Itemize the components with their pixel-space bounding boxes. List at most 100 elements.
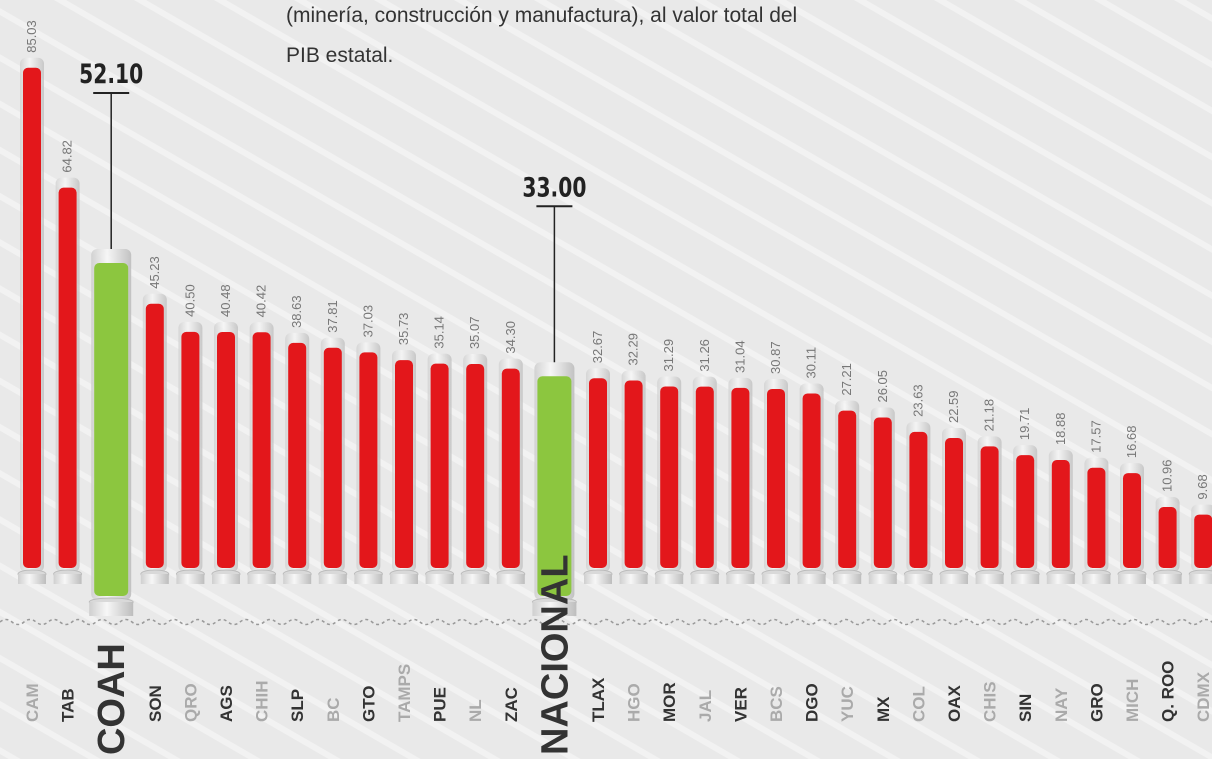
category-label: VER bbox=[731, 687, 750, 722]
bar bbox=[502, 369, 520, 568]
tube-base bbox=[141, 574, 169, 584]
category-label: TAMPS bbox=[395, 664, 414, 722]
category-label: BCS bbox=[767, 686, 786, 722]
bar bbox=[431, 364, 449, 568]
category-label: JAL bbox=[696, 690, 715, 722]
tube-base bbox=[319, 574, 347, 584]
category-label: HGO bbox=[625, 683, 644, 722]
category-label: PUE bbox=[431, 687, 450, 722]
category-label: AGS bbox=[217, 685, 236, 722]
value-label: 30.87 bbox=[768, 341, 783, 374]
tube-base bbox=[1047, 574, 1075, 584]
bar bbox=[1159, 507, 1177, 568]
tube-base bbox=[869, 574, 897, 584]
bar bbox=[146, 304, 164, 568]
value-label: 40.50 bbox=[182, 284, 197, 317]
value-label: 35.73 bbox=[396, 313, 411, 346]
tube-base bbox=[976, 574, 1004, 584]
bar bbox=[94, 263, 128, 596]
tube-base bbox=[762, 574, 790, 584]
category-label: CAM bbox=[23, 683, 42, 722]
value-label: 10.96 bbox=[1160, 459, 1175, 492]
bar bbox=[981, 446, 999, 568]
category-label: YUC bbox=[838, 686, 857, 722]
value-label: 45.23 bbox=[147, 256, 162, 289]
bar bbox=[874, 418, 892, 568]
tube-base bbox=[1189, 574, 1212, 584]
tube-base bbox=[655, 574, 683, 584]
tube-base bbox=[904, 574, 932, 584]
tube-base bbox=[620, 574, 648, 584]
value-label: 16.68 bbox=[1124, 426, 1139, 459]
bar bbox=[395, 360, 413, 568]
category-label: TLAX bbox=[589, 677, 608, 722]
bar bbox=[838, 411, 856, 568]
tube-base bbox=[584, 574, 612, 584]
value-label: 37.81 bbox=[325, 300, 340, 333]
value-label: 31.26 bbox=[697, 339, 712, 372]
category-label: NL bbox=[466, 699, 485, 722]
tube-base bbox=[426, 574, 454, 584]
bar bbox=[589, 378, 607, 568]
bar bbox=[59, 188, 77, 568]
description: (minería, construcción y manufactura), a… bbox=[286, 4, 797, 27]
bar bbox=[23, 68, 41, 568]
tube-base bbox=[1011, 574, 1039, 584]
category-label: ZAC bbox=[502, 687, 521, 722]
tube-base bbox=[390, 574, 418, 584]
value-label: 32.67 bbox=[590, 331, 605, 364]
tube-base bbox=[940, 574, 968, 584]
value-label: 31.29 bbox=[661, 339, 676, 372]
value-label: 22.59 bbox=[946, 390, 961, 423]
bar bbox=[288, 343, 306, 568]
bar bbox=[1194, 515, 1212, 568]
value-label: 21.18 bbox=[982, 399, 997, 432]
value-label: 52.10 bbox=[79, 58, 143, 90]
bar bbox=[696, 387, 714, 568]
tube-base bbox=[354, 574, 382, 584]
bar bbox=[625, 381, 643, 568]
value-label: 64.82 bbox=[60, 140, 75, 173]
bar bbox=[660, 386, 678, 568]
category-label: CDMX bbox=[1194, 671, 1212, 722]
value-label: 40.42 bbox=[254, 285, 269, 318]
tube-base bbox=[89, 602, 133, 616]
category-label: GRO bbox=[1087, 683, 1106, 722]
category-label: COL bbox=[909, 686, 928, 722]
tube-base bbox=[1154, 574, 1182, 584]
value-label: 30.11 bbox=[804, 347, 819, 379]
category-label: NAY bbox=[1052, 687, 1071, 722]
category-label: MOR bbox=[660, 682, 679, 722]
bar bbox=[1016, 455, 1034, 568]
chart: (minería, construcción y manufactura), a… bbox=[0, 0, 1212, 759]
category-label: MICH bbox=[1123, 679, 1142, 722]
value-label: 34.30 bbox=[503, 321, 518, 354]
tube-base bbox=[248, 574, 276, 584]
bar bbox=[731, 388, 749, 568]
category-label: MX bbox=[874, 696, 893, 722]
bar bbox=[803, 393, 821, 568]
bar bbox=[324, 348, 342, 568]
bar bbox=[466, 364, 484, 568]
value-label: 37.03 bbox=[360, 305, 375, 338]
category-label: DGO bbox=[803, 683, 822, 722]
bar bbox=[253, 332, 271, 568]
tube-base bbox=[726, 574, 754, 584]
bar bbox=[1087, 468, 1105, 568]
value-label: 19.71 bbox=[1017, 408, 1032, 441]
value-label: 26.05 bbox=[875, 370, 890, 403]
category-label: CHIH bbox=[253, 680, 272, 722]
value-label: 32.29 bbox=[626, 333, 641, 366]
value-label: 31.04 bbox=[732, 340, 747, 373]
value-label: 85.03 bbox=[24, 20, 39, 53]
value-label: 23.63 bbox=[910, 384, 925, 417]
value-label: 18.88 bbox=[1053, 412, 1068, 445]
category-label: GTO bbox=[359, 685, 378, 722]
category-label: COAH bbox=[91, 643, 133, 755]
category-label: CHIS bbox=[981, 681, 1000, 722]
value-label: 38.63 bbox=[289, 295, 304, 328]
bar bbox=[945, 438, 963, 568]
category-label: SIN bbox=[1016, 694, 1035, 722]
tube-base bbox=[212, 574, 240, 584]
tube-base bbox=[833, 574, 861, 584]
